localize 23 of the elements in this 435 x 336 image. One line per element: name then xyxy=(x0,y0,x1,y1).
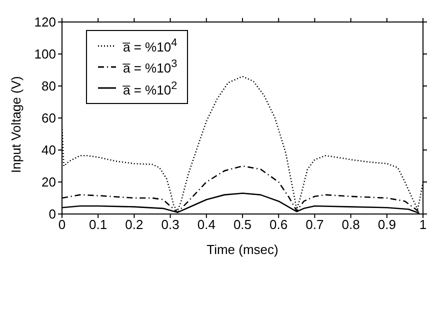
x-tick-label: 0.5 xyxy=(233,217,252,232)
y-tick-label: 120 xyxy=(34,14,56,30)
x-tick-label: 1 xyxy=(419,217,427,232)
legend-label: a̅ = %10$^{2}$ xyxy=(123,80,178,97)
y-axis-title: Input Voltage (V) xyxy=(8,76,24,174)
x-tick-label: 0.4 xyxy=(197,217,216,232)
x-tick-label: 0 xyxy=(58,217,66,232)
y-tick-label: 80 xyxy=(42,78,56,94)
y-tick-label: 60 xyxy=(42,110,56,126)
y-tick-label: 20 xyxy=(42,174,56,190)
legend-label: a̅ = %10$^{3}$ xyxy=(123,58,178,76)
x-tick-label: 0.1 xyxy=(89,217,108,232)
y-tick-label: 0 xyxy=(48,206,56,222)
x-tick-label: 0.8 xyxy=(342,217,360,232)
x-tick-label: 0.3 xyxy=(161,217,180,232)
legend-label: a̅ = %10$^{4}$ xyxy=(123,37,178,54)
x-tick-label: 0.2 xyxy=(125,217,144,232)
y-tick-label: 40 xyxy=(42,142,56,158)
y-tick-label: 100 xyxy=(34,46,56,62)
x-axis-title: Time (msec) xyxy=(206,242,278,258)
x-tick-label: 0.6 xyxy=(270,217,288,232)
x-tick-label: 0.9 xyxy=(378,217,396,232)
x-tick-label: 0.7 xyxy=(306,217,324,232)
